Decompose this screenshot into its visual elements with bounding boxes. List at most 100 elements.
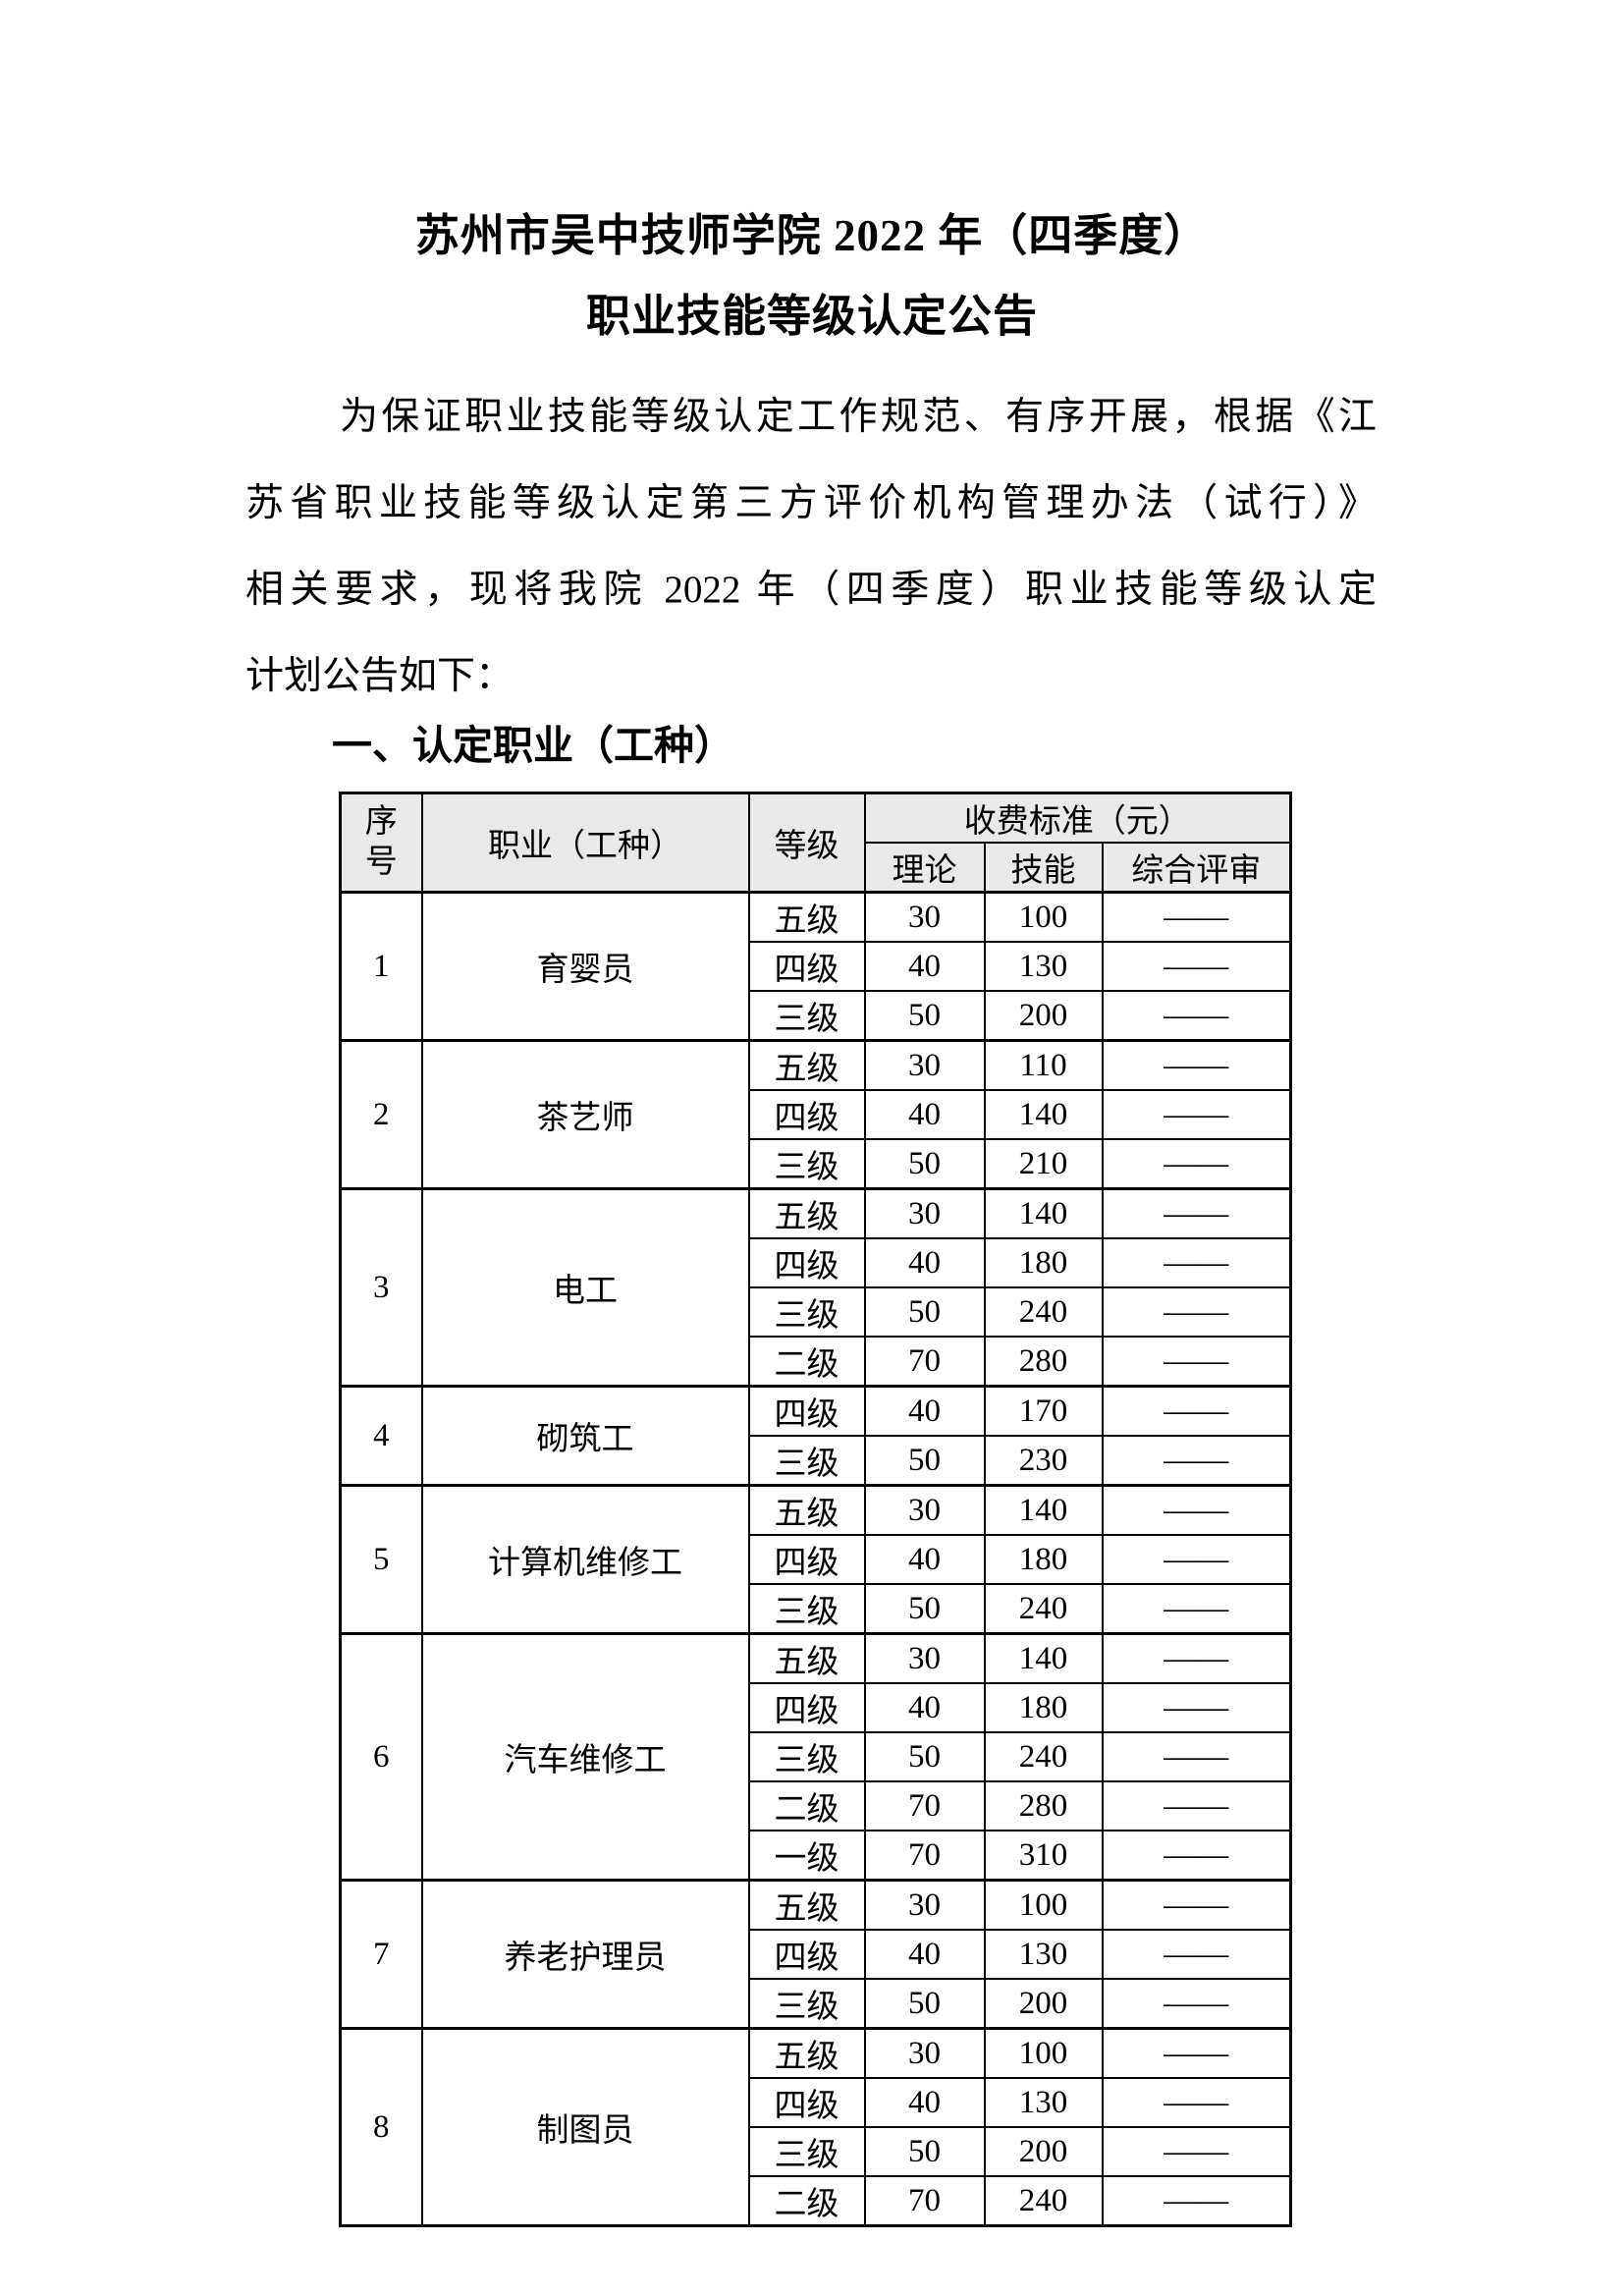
level-cell: 五级 [747,2027,866,2079]
level-cell: 五级 [747,891,866,943]
table-row: 四级 40 180 —— [341,1534,1292,1585]
theory-fee-cell: 30 [863,1632,986,1684]
level-cell: 三级 [747,1583,866,1635]
review-fee-cell: —— [1101,1089,1292,1140]
table-row: 三级 50 210 —— [341,1138,1292,1190]
level-cell: 三级 [747,2126,866,2177]
level-cell: 三级 [747,1138,866,1190]
seq-cell: 7 [339,1879,423,2030]
skill-fee-cell: 140 [983,1089,1104,1140]
skill-fee-cell: 200 [983,2126,1104,2177]
review-fee-cell: —— [1101,1978,1292,2030]
level-cell: 三级 [747,1286,866,1338]
skill-fee-cell: 130 [983,1929,1104,1980]
theory-fee-cell: 70 [863,1780,986,1831]
table-row: 三级 50 240 —— [341,1731,1292,1782]
skill-fee-cell: 280 [983,1780,1104,1831]
table-row: 1 育婴员 五级 30 100 —— [339,891,1292,1042]
review-fee-cell: —— [1101,2126,1292,2177]
theory-fee-cell: 30 [863,2027,986,2079]
review-fee-cell: —— [1101,1731,1292,1782]
seq-cell: 3 [339,1187,423,1388]
skill-fee-cell: 110 [983,1039,1104,1091]
fee-table-header: 序号 职业（工种） 等级 收费标准（元） 理论 技能 综合评审 [339,792,1292,894]
review-fee-cell: —— [1101,1187,1292,1239]
level-cell: 四级 [747,2077,866,2128]
level-cell: 四级 [747,941,866,992]
col-header-fee-standard: 收费标准（元） [863,792,1292,844]
skill-fee-cell: 130 [983,941,1104,992]
skill-fee-cell: 140 [983,1187,1104,1239]
review-fee-cell: —— [1101,2077,1292,2128]
intro-paragraph: 为保证职业技能等级认定工作规范、有序开展，根据《江 苏省职业技能等级认定第三方评… [245,374,1377,720]
theory-fee-cell: 40 [863,1385,986,1437]
table-row: 3 电工 五级 30 140 —— [339,1187,1292,1388]
level-cell: 一级 [747,1830,866,1882]
table-row: 四级 40 180 —— [341,1682,1292,1733]
review-fee-cell: —— [1101,2027,1292,2079]
table-row: 二级 70 280 —— [341,1336,1292,1388]
section-heading: 一、认定职业（工种） [332,723,734,768]
skill-fee-cell: 100 [983,2027,1104,2079]
review-fee-cell: —— [1101,990,1292,1042]
theory-fee-cell: 50 [863,1731,986,1782]
theory-fee-cell: 70 [863,1336,986,1388]
skill-fee-cell: 180 [983,1534,1104,1585]
table-row: 一级 70 310 —— [341,1830,1292,1882]
theory-fee-cell: 40 [863,2077,986,2128]
table-row: 四级 40 130 —— [341,1929,1292,1980]
document-title-line1: 苏州市吴中技师学院 2022 年（四季度） [414,211,1210,260]
skill-fee-cell: 240 [983,1286,1104,1338]
seq-cell: 2 [339,1039,423,1190]
theory-fee-cell: 50 [863,1286,986,1338]
fee-table-body: 1 育婴员 五级 30 100 —— 四级 40 130 —— 三级 50 200 —— 2 茶艺师 五级 30 1… [339,891,1292,2227]
theory-fee-cell: 70 [863,2175,986,2227]
fee-standard-table: 序号 职业（工种） 等级 收费标准（元） 理论 技能 综合评审 1 育婴员 五级 30… [339,792,1293,2227]
table-row: 四级 40 140 —— [341,1089,1292,1140]
skill-fee-cell: 140 [983,1484,1104,1536]
level-cell: 三级 [747,1731,866,1782]
skill-fee-cell: 140 [983,1632,1104,1684]
review-fee-cell: —— [1101,1879,1292,1931]
review-fee-cell: —— [1101,1286,1292,1338]
skill-fee-cell: 200 [983,1978,1104,2030]
theory-fee-cell: 30 [863,1484,986,1536]
theory-fee-cell: 40 [863,1237,986,1288]
theory-fee-cell: 40 [863,1682,986,1733]
level-cell: 三级 [747,1435,866,1487]
level-cell: 五级 [747,1879,866,1931]
review-fee-cell: —— [1101,2175,1292,2227]
skill-fee-cell: 180 [983,1237,1104,1288]
col-header-level: 等级 [747,792,866,894]
table-row: 二级 70 280 —— [341,1780,1292,1831]
skill-fee-cell: 280 [983,1336,1104,1388]
table-row: 三级 50 200 —— [341,990,1292,1042]
paragraph-line: 为保证职业技能等级认定工作规范、有序开展，根据《江 [340,396,1377,438]
review-fee-cell: —— [1101,941,1292,992]
review-fee-cell: —— [1101,1237,1292,1288]
skill-fee-cell: 100 [983,1879,1104,1931]
table-row: 8 制图员 五级 30 100 —— [339,2027,1292,2227]
review-fee-cell: —— [1101,1484,1292,1536]
seq-cell: 8 [339,2027,423,2227]
level-cell: 五级 [747,1632,866,1684]
occupation-cell: 计算机维修工 [420,1484,750,1635]
seq-cell: 4 [339,1385,423,1487]
level-cell: 三级 [747,990,866,1042]
table-row: 三级 50 240 —— [341,1286,1292,1338]
skill-fee-cell: 310 [983,1830,1104,1882]
col-header-seq-label: 序号 [364,804,398,880]
table-row: 三级 50 200 —— [341,2126,1292,2177]
skill-fee-cell: 240 [983,1583,1104,1635]
theory-fee-cell: 50 [863,990,986,1042]
level-cell: 二级 [747,2175,866,2227]
seq-cell: 6 [339,1632,423,1882]
table-row: 4 砌筑工 四级 40 170 —— [339,1385,1292,1487]
table-row: 四级 40 130 —— [341,941,1292,992]
theory-fee-cell: 70 [863,1830,986,1882]
skill-fee-cell: 130 [983,2077,1104,2128]
table-row: 7 养老护理员 五级 30 100 —— [339,1879,1292,2030]
level-cell: 四级 [747,1089,866,1140]
theory-fee-cell: 40 [863,1089,986,1140]
